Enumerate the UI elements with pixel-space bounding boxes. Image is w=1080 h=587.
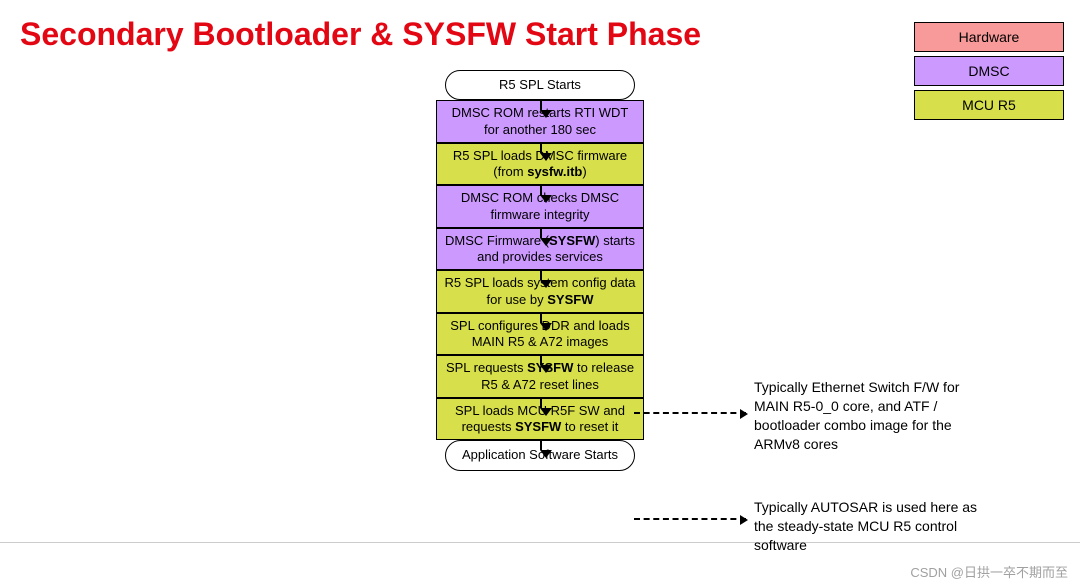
- flow-node-start: R5 SPL Starts: [445, 70, 635, 100]
- watermark: CSDN @日拱一卒不期而至: [910, 562, 1068, 581]
- connector-n6: [634, 412, 746, 414]
- connector-n8: [634, 518, 746, 520]
- annotation-n6: Typically Ethernet Switch F/W for MAIN R…: [754, 378, 994, 454]
- page-title: Secondary Bootloader & SYSFW Start Phase: [20, 16, 701, 53]
- legend-item-hardware: Hardware: [914, 22, 1064, 52]
- annotation-n8: Typically AUTOSAR is used here as the st…: [754, 498, 994, 555]
